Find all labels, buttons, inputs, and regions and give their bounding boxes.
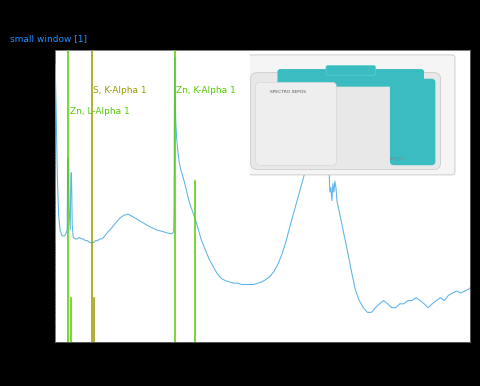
FancyBboxPatch shape [326,66,375,75]
Text: S, K-Alpha 1: S, K-Alpha 1 [93,86,146,95]
Text: AMETEK: AMETEK [390,157,404,161]
FancyBboxPatch shape [249,55,455,175]
Text: small window [1]: small window [1] [11,34,87,43]
FancyBboxPatch shape [256,82,336,165]
Y-axis label: Imp.: Imp. [0,196,16,206]
FancyBboxPatch shape [251,73,441,169]
X-axis label: Channel: Channel [241,364,284,374]
FancyBboxPatch shape [390,79,435,165]
Text: Zn, L-Alpha 1: Zn, L-Alpha 1 [70,107,129,115]
FancyBboxPatch shape [277,69,424,87]
Text: Zn, K-Alpha 1: Zn, K-Alpha 1 [176,86,236,95]
Text: SPECTRO XEPOS: SPECTRO XEPOS [270,90,306,94]
